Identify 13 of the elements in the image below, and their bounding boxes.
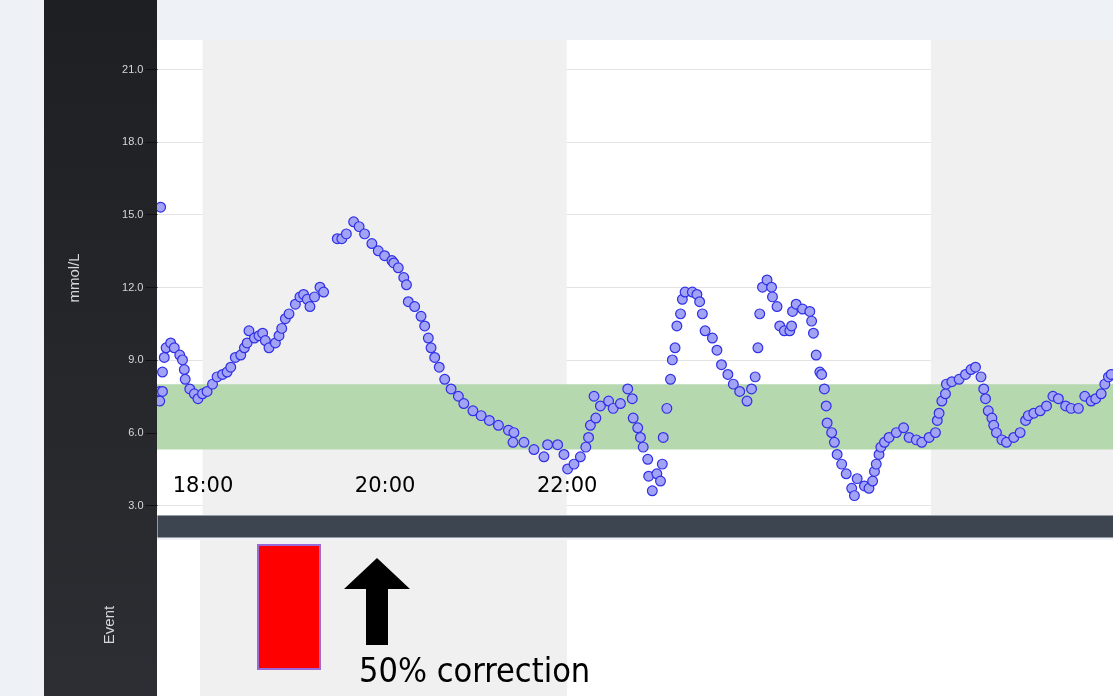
y-tick-label: 21.0 (122, 62, 144, 75)
y-tick-label: 3.0 (128, 498, 144, 511)
x-tick-label: 22:00 (536, 472, 598, 497)
x-tick-label: 18:00 (172, 472, 234, 497)
y-tick-label: 12.0 (122, 280, 144, 293)
text: 50% correction (359, 650, 591, 690)
y-tick-label: 6.0 (128, 426, 144, 439)
text: Event (100, 604, 117, 645)
y-axis-title: mmol/L (65, 253, 83, 303)
y-tick-label: 9.0 (128, 353, 144, 366)
y-tick-label: 18.0 (122, 135, 144, 148)
x-tick-label: 20:00 (354, 472, 416, 497)
y-tick-label: 15.0 (122, 207, 144, 220)
